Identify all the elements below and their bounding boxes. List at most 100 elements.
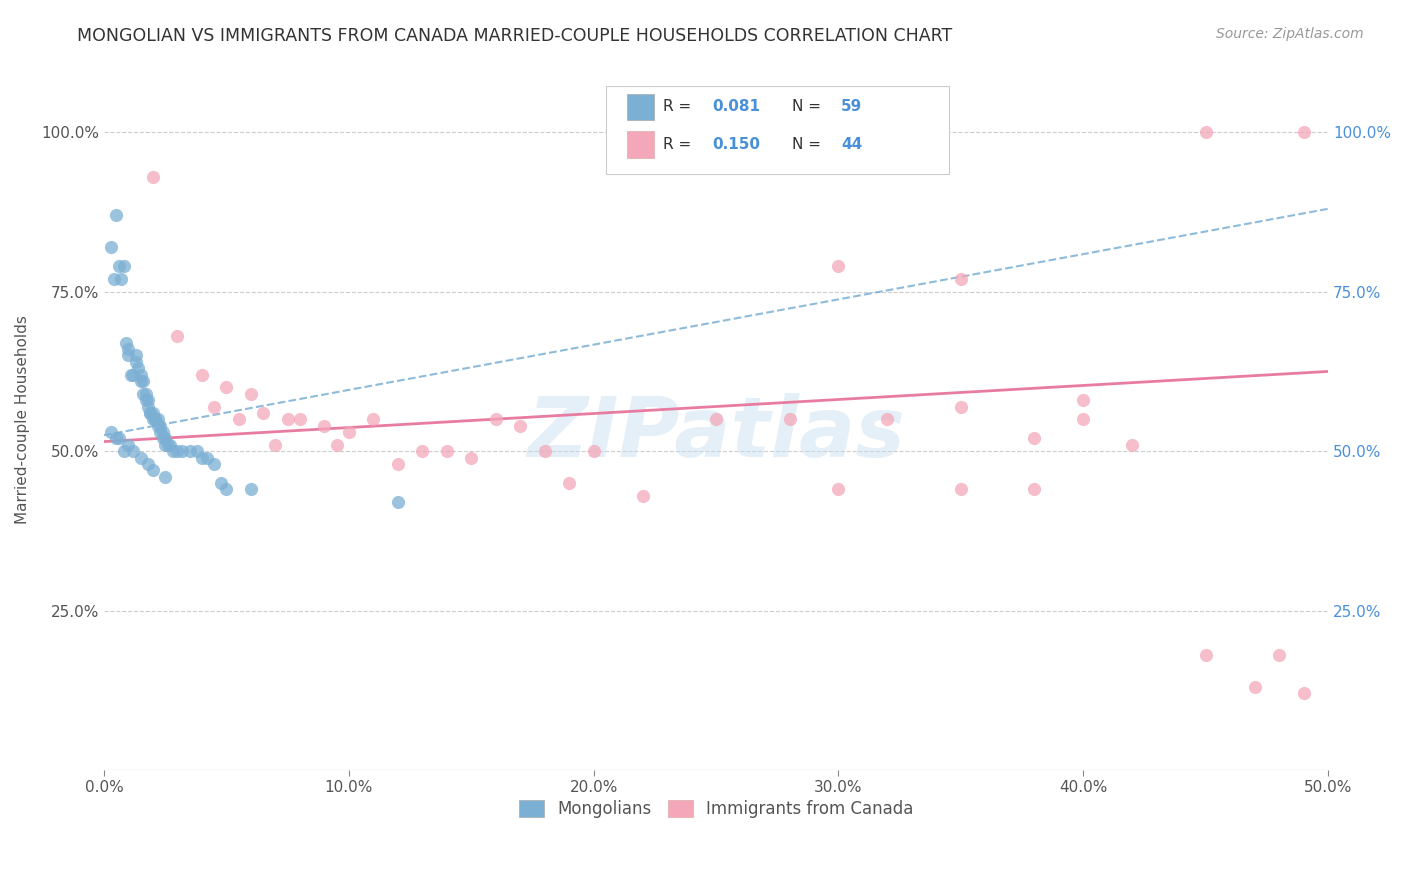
Point bbox=[779, 412, 801, 426]
Point bbox=[202, 400, 225, 414]
Point bbox=[827, 259, 849, 273]
Point bbox=[110, 272, 132, 286]
Point bbox=[153, 469, 176, 483]
Point bbox=[215, 380, 238, 394]
Point bbox=[509, 418, 531, 433]
Point bbox=[631, 489, 654, 503]
Point bbox=[122, 444, 145, 458]
Text: R =: R = bbox=[664, 99, 696, 114]
Point bbox=[125, 355, 148, 369]
Point bbox=[146, 412, 169, 426]
Point bbox=[288, 412, 311, 426]
Point bbox=[112, 444, 135, 458]
Point bbox=[485, 412, 508, 426]
Point bbox=[100, 425, 122, 439]
Point bbox=[387, 495, 409, 509]
Point bbox=[228, 412, 250, 426]
Point bbox=[142, 406, 165, 420]
Point bbox=[152, 425, 174, 439]
Point bbox=[156, 438, 179, 452]
Bar bbox=[627, 94, 654, 120]
Text: 59: 59 bbox=[841, 99, 862, 114]
Point bbox=[149, 418, 172, 433]
Point bbox=[1024, 431, 1046, 445]
Point bbox=[211, 476, 233, 491]
Point bbox=[146, 418, 169, 433]
Y-axis label: Married-couple Households: Married-couple Households bbox=[15, 315, 30, 524]
Point bbox=[582, 444, 605, 458]
Point bbox=[949, 272, 972, 286]
Point bbox=[127, 361, 149, 376]
Point bbox=[252, 406, 274, 420]
Point bbox=[166, 329, 188, 343]
Point bbox=[115, 335, 138, 350]
Point bbox=[239, 386, 262, 401]
Point bbox=[120, 368, 142, 382]
Point bbox=[142, 169, 165, 184]
Text: 44: 44 bbox=[841, 137, 862, 153]
Point bbox=[105, 431, 128, 445]
Point bbox=[100, 240, 122, 254]
Point bbox=[135, 393, 157, 408]
Point bbox=[337, 425, 360, 439]
Point bbox=[1024, 483, 1046, 497]
Point bbox=[1195, 648, 1218, 663]
Point bbox=[112, 259, 135, 273]
Point bbox=[152, 431, 174, 445]
Point bbox=[145, 412, 167, 426]
Point bbox=[1071, 393, 1094, 408]
Point bbox=[153, 431, 176, 445]
FancyBboxPatch shape bbox=[606, 86, 949, 174]
Point bbox=[136, 400, 159, 414]
Point bbox=[191, 368, 214, 382]
Point bbox=[172, 444, 194, 458]
Point bbox=[136, 393, 159, 408]
Point bbox=[1243, 680, 1265, 694]
Point bbox=[107, 431, 129, 445]
Point bbox=[202, 457, 225, 471]
Point bbox=[1195, 125, 1218, 139]
Point bbox=[142, 463, 165, 477]
Point bbox=[325, 438, 347, 452]
Point bbox=[125, 349, 148, 363]
Point bbox=[827, 483, 849, 497]
Point bbox=[1071, 412, 1094, 426]
Bar bbox=[627, 131, 654, 158]
Point bbox=[264, 438, 287, 452]
Point bbox=[949, 483, 972, 497]
Point bbox=[107, 259, 129, 273]
Point bbox=[1268, 648, 1291, 663]
Point bbox=[132, 374, 155, 388]
Point bbox=[132, 386, 155, 401]
Point bbox=[129, 374, 152, 388]
Text: 0.081: 0.081 bbox=[713, 99, 761, 114]
Text: MONGOLIAN VS IMMIGRANTS FROM CANADA MARRIED-COUPLE HOUSEHOLDS CORRELATION CHART: MONGOLIAN VS IMMIGRANTS FROM CANADA MARR… bbox=[77, 27, 953, 45]
Point bbox=[166, 444, 188, 458]
Text: N =: N = bbox=[792, 137, 825, 153]
Point bbox=[122, 368, 145, 382]
Legend: Mongolians, Immigrants from Canada: Mongolians, Immigrants from Canada bbox=[512, 793, 920, 825]
Point bbox=[142, 412, 165, 426]
Point bbox=[460, 450, 482, 465]
Text: Source: ZipAtlas.com: Source: ZipAtlas.com bbox=[1216, 27, 1364, 41]
Point bbox=[117, 349, 139, 363]
Point bbox=[1121, 438, 1143, 452]
Point bbox=[949, 400, 972, 414]
Point bbox=[387, 457, 409, 471]
Point bbox=[135, 386, 157, 401]
Point bbox=[704, 412, 727, 426]
Point bbox=[277, 412, 299, 426]
Point bbox=[558, 476, 581, 491]
Point bbox=[876, 412, 898, 426]
Point bbox=[117, 438, 139, 452]
Point bbox=[215, 483, 238, 497]
Point bbox=[153, 438, 176, 452]
Text: 0.150: 0.150 bbox=[713, 137, 761, 153]
Point bbox=[136, 457, 159, 471]
Point bbox=[191, 450, 214, 465]
Point bbox=[186, 444, 208, 458]
Point bbox=[139, 406, 162, 420]
Point bbox=[159, 438, 181, 452]
Point bbox=[149, 425, 172, 439]
Point bbox=[103, 272, 125, 286]
